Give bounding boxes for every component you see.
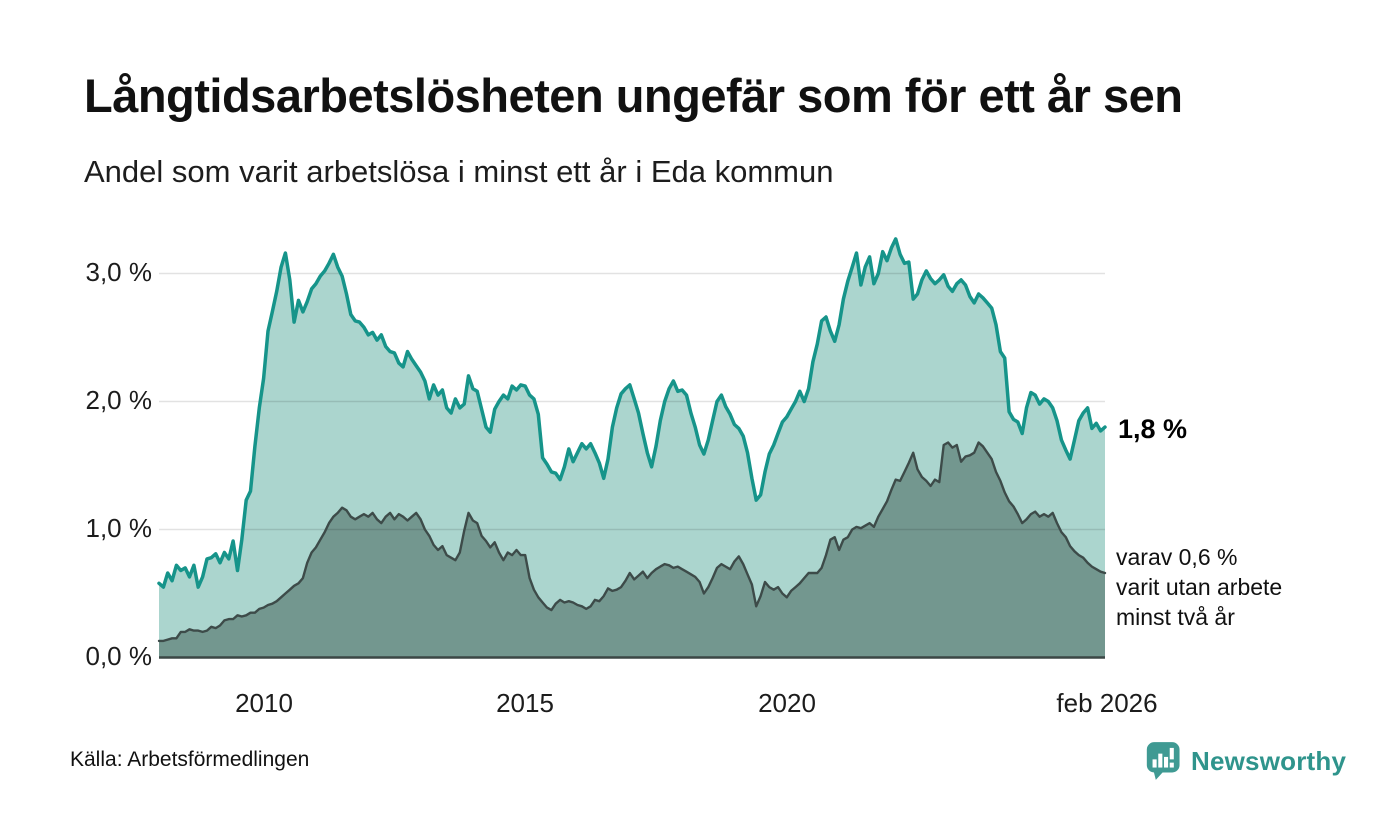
newsworthy-wordmark: Newsworthy <box>1191 745 1347 776</box>
x-axis-tick-2015: 2015 <box>496 688 554 718</box>
y-axis-tick-2: 2,0 % <box>85 385 153 415</box>
y-axis-tick-1: 1,0 % <box>85 513 153 543</box>
y-axis-tick-3: 3,0 % <box>85 257 153 287</box>
inner-series-annotation-line1: varav 0,6 % <box>1116 544 1238 570</box>
latest-value-annotation: 1,8 % <box>1118 414 1188 444</box>
inner-series-annotation-line3: minst två år <box>1116 604 1235 630</box>
source-note: Källa: Arbetsförmedlingen <box>70 748 310 771</box>
inner-series-annotation-line2: varit utan arbete <box>1116 574 1283 600</box>
page-title: Långtidsarbetslösheten ungefär som för e… <box>84 69 1183 122</box>
inner-series-annotation: varav 0,6 % varit utan arbete minst två … <box>1116 542 1282 632</box>
y-axis-tick-0: 0,0 % <box>85 641 153 671</box>
newsworthy-bubble-chart-icon <box>1146 742 1180 780</box>
x-axis-tick-2020: 2020 <box>758 688 816 718</box>
x-axis-tick-2010: 2010 <box>235 688 293 718</box>
x-axis-tick-feb-2026: feb 2026 <box>1056 688 1158 718</box>
newsworthy-logo: Newsworthy <box>1146 740 1346 782</box>
page-subtitle: Andel som varit arbetslösa i minst ett å… <box>84 154 834 189</box>
